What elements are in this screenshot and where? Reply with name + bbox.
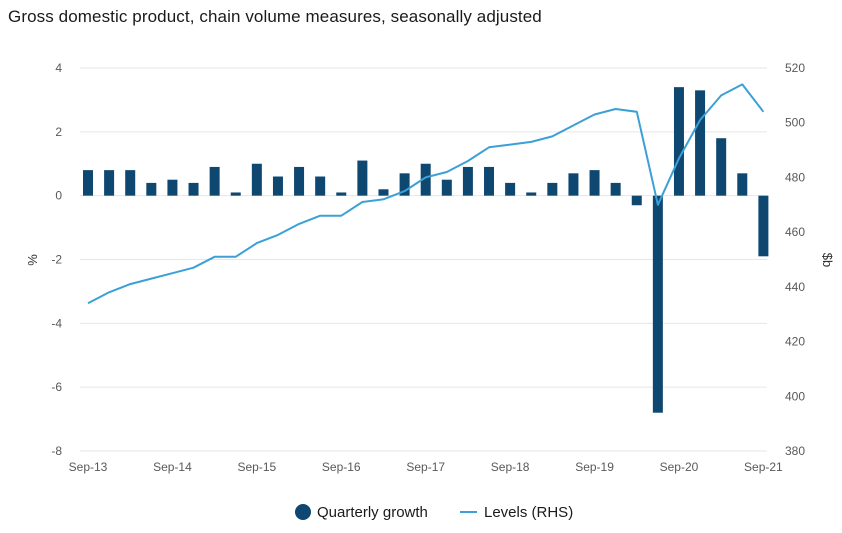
bar: [125, 170, 136, 196]
bar: [462, 166, 473, 196]
bar: [484, 166, 495, 196]
bar: [652, 195, 663, 413]
y-right-tick-label: 440: [785, 280, 805, 294]
x-tick-label: Sep-18: [491, 460, 530, 474]
y-left-tick-label: -2: [51, 253, 62, 267]
y-right-tick-label: 500: [785, 116, 805, 130]
legend: Quarterly growth Levels (RHS): [295, 504, 573, 521]
line-series: [87, 83, 765, 305]
y-left-tick-label: -6: [51, 380, 62, 394]
x-tick-label: Sep-14: [153, 460, 192, 474]
y-right-tick-label: 420: [785, 335, 805, 349]
bar: [209, 166, 220, 196]
x-tick-label: Sep-15: [237, 460, 276, 474]
bar: [420, 163, 431, 196]
bar: [589, 170, 600, 196]
bar: [336, 192, 347, 196]
y-right-tick-label: 520: [785, 61, 805, 75]
bar: [695, 90, 706, 196]
bar: [505, 182, 516, 196]
levels-line: [87, 83, 765, 305]
y-left-tick-label: 0: [55, 189, 62, 203]
bar: [631, 195, 642, 206]
chart-title: Gross domestic product, chain volume mea…: [8, 7, 542, 26]
x-tick-label: Sep-21: [744, 460, 783, 474]
y-left-tick-label: -4: [51, 316, 62, 330]
y-right-tick-label: 400: [785, 389, 805, 403]
bar: [146, 182, 157, 196]
y-right-axis-label: $b: [820, 253, 835, 267]
bar: [737, 173, 748, 196]
y-left-tick-label: 2: [55, 125, 62, 139]
bar: [230, 192, 241, 196]
bar: [357, 160, 368, 196]
x-tick-label: Sep-17: [406, 460, 445, 474]
bar: [272, 176, 283, 196]
y-right-tick-label: 380: [785, 444, 805, 458]
bar: [294, 166, 305, 196]
y-right-tick-label: 480: [785, 170, 805, 184]
bar: [758, 195, 769, 257]
bar: [378, 189, 389, 196]
bar: [673, 87, 684, 196]
bar: [526, 192, 537, 196]
bar: [104, 170, 115, 196]
legend-bar-swatch: [295, 504, 311, 520]
bar: [568, 173, 579, 196]
bar: [441, 179, 452, 196]
x-tick-label: Sep-19: [575, 460, 614, 474]
bar: [251, 163, 262, 196]
x-tick-label: Sep-16: [322, 460, 361, 474]
gridlines: [80, 67, 767, 452]
bar-series: [83, 87, 769, 413]
y-left-tick-label: 4: [55, 61, 62, 75]
legend-bar-label: Quarterly growth: [317, 504, 428, 521]
x-tick-label: Sep-13: [69, 460, 108, 474]
bar: [610, 182, 621, 196]
bar: [716, 138, 727, 196]
y-right-tick-label: 460: [785, 225, 805, 239]
x-tick-label: Sep-20: [660, 460, 699, 474]
bar: [83, 170, 93, 196]
legend-line-label: Levels (RHS): [484, 504, 573, 521]
bar: [399, 173, 410, 196]
axes: 420-2-4-6-8520500480460440420400380Sep-1…: [51, 61, 805, 474]
y-left-tick-label: -8: [51, 444, 62, 458]
bar: [547, 182, 558, 196]
y-left-axis-label: %: [25, 254, 40, 266]
bar: [315, 176, 326, 196]
bar: [167, 179, 178, 196]
bar: [188, 182, 199, 196]
